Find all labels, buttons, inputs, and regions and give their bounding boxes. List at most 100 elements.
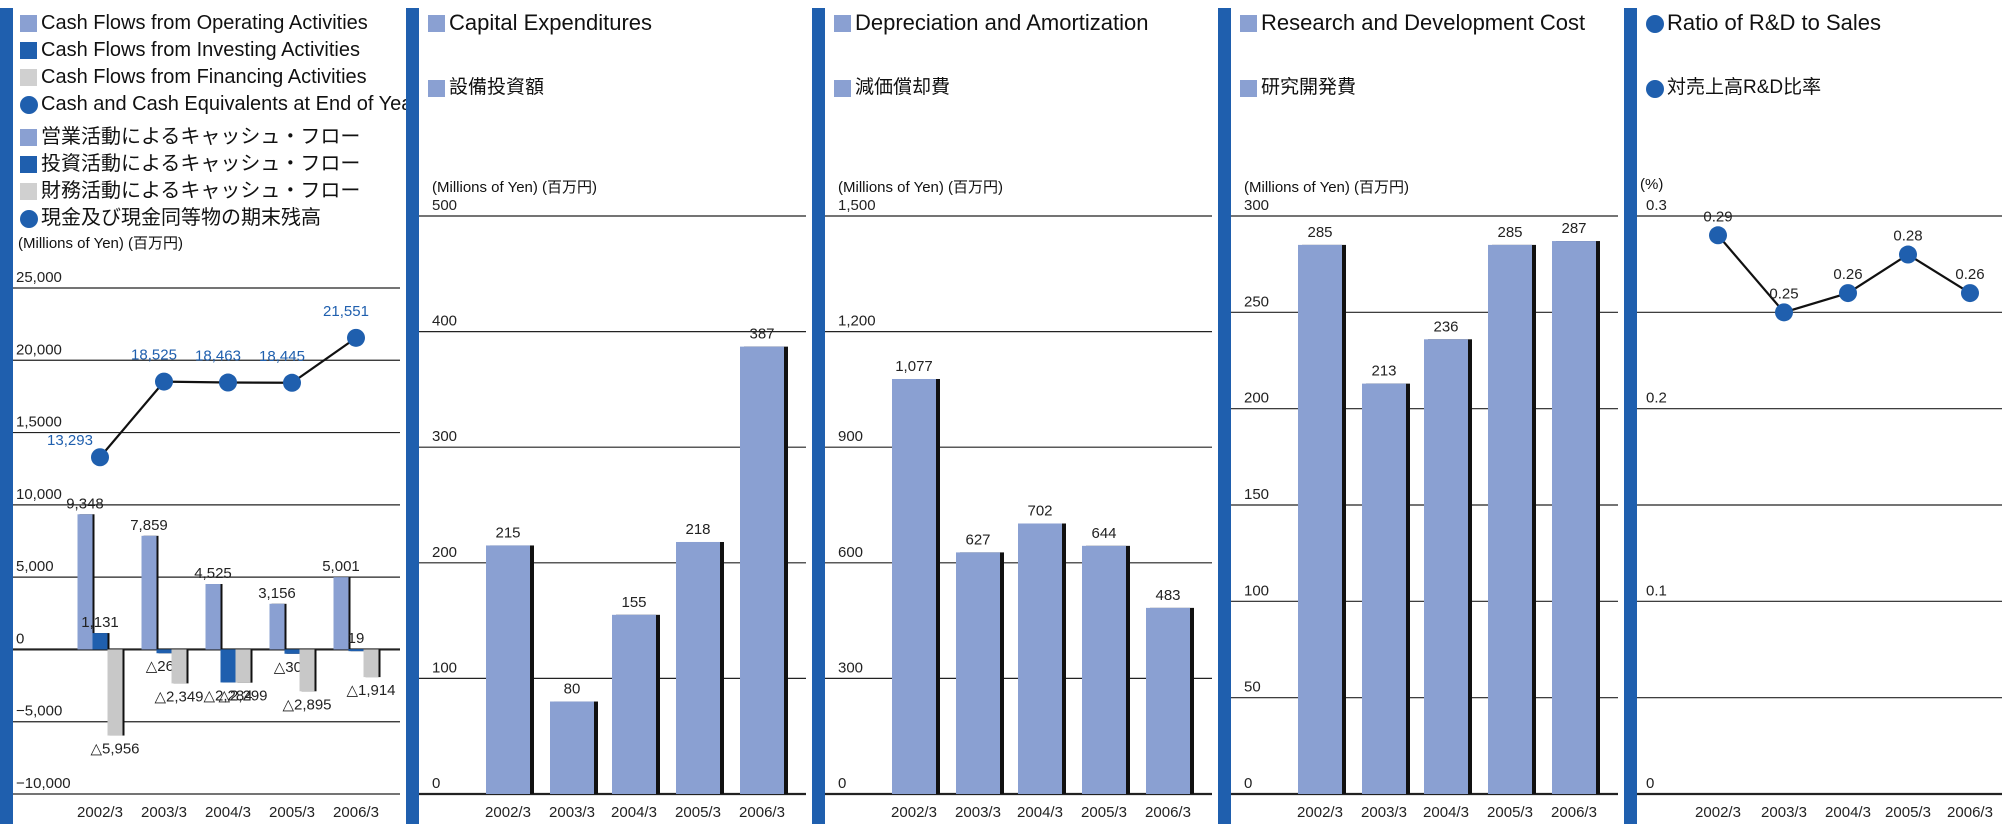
y-tick-label: 1,200 [838,313,876,330]
bar [676,541,720,794]
legend-swatch [20,15,37,32]
legend-swatch [428,15,445,32]
legend-dot [1646,80,1664,98]
y-tick-label: −10,000 [16,775,71,792]
en-legend-item: Cash Flows from Operating Activities [20,10,419,37]
legend-label: Cash Flows from Operating Activities [41,12,368,34]
ratio-chart: 0 0.1 0.2 0.3 0.29 0.25 0.26 0.28 0.26 2002/3 2003… [1637,197,2002,821]
legend-swatch [1240,80,1257,97]
legend-label: 投資活動によるキャッシュ・フロー [41,153,361,175]
x-tick-label: 2005/3 [1885,804,1931,821]
legend-label: 現金及び現金同等物の期末残高 [41,207,321,229]
data-label: 702 [1027,502,1052,519]
capex-panel: Capital Expenditures 設備投資額 (Millions of … [406,0,812,824]
y-tick-label: 100 [432,659,457,676]
bar [77,514,93,650]
bar [1018,523,1062,794]
legend-swatch [428,80,445,97]
data-point [1775,303,1793,322]
data-label: 80 [564,681,581,698]
bar [956,552,1000,794]
bar [333,577,349,650]
data-label: 627 [965,531,990,548]
y-tick-label: 0 [838,775,846,792]
bar [156,649,172,654]
y-tick-label: 0.2 [1646,390,1667,407]
y-tick-label: 300 [838,659,863,676]
data-label: 21,551 [323,303,369,320]
x-tick-label: 2003/3 [141,804,187,821]
data-label: 218 [685,521,710,538]
data-point [1839,284,1857,303]
x-tick-label: 2004/3 [1017,804,1063,821]
data-point [283,373,301,392]
y-tick-label: 10,000 [16,486,62,503]
bar [284,649,300,654]
data-label: 213 [1371,363,1396,380]
data-label: 5,001 [322,558,360,575]
ratio-title: Ratio of R&D to Sales [1646,10,1881,36]
legend-swatch [20,129,37,146]
ja-legend-item: 投資活動によるキャッシュ・フロー [20,151,419,178]
capex-unit-label: (Millions of Yen) (百万円) [432,179,598,196]
data-label: △2,895 [282,696,331,713]
en-legend-item: Cash and Cash Equivalents at End of Year [20,91,419,118]
bar [1298,244,1342,794]
y-tick-label: 200 [1244,390,1269,407]
bar [235,649,251,683]
y-tick-label: −5,000 [16,703,62,720]
x-tick-label: 2002/3 [485,804,531,821]
x-tick-label: 2005/3 [1487,804,1533,821]
y-tick-label: 1,5000 [16,414,62,431]
depreciation-title: Depreciation and Amortization [834,10,1149,36]
ratio-panel: Ratio of R&D to Sales 対売上高R&D比率 (%) 0 0.1… [1624,0,2002,824]
capex-title-ja: 設備投資額 [428,75,544,101]
accent-bar [1624,8,1634,824]
data-label: 483 [1155,587,1180,604]
en-legend-item: Cash Flows from Financing Activities [20,64,419,91]
accent-line [10,8,13,824]
data-label: 285 [1307,224,1332,241]
x-tick-label: 2006/3 [333,804,379,821]
data-label: 19 [348,630,365,647]
data-label: 7,859 [130,517,168,534]
bar [363,649,379,678]
data-label: 18,445 [259,348,305,365]
bar [299,649,315,692]
x-tick-label: 2003/3 [549,804,595,821]
rnd-panel: Research and Development Cost 研究開発費 (Mil… [1218,0,1624,824]
accent-bar [406,8,416,824]
bar [220,649,236,683]
x-tick-label: 2004/3 [205,804,251,821]
data-label: 3,156 [258,585,296,602]
legend-swatch [20,156,37,173]
data-point [347,328,365,347]
x-tick-label: 2006/3 [1551,804,1597,821]
data-label: 1,077 [895,358,933,375]
rnd-unit-label: (Millions of Yen) (百万円) [1244,179,1410,196]
data-point [91,448,109,467]
x-tick-label: 2004/3 [1423,804,1469,821]
data-label: 18,525 [131,347,177,364]
bar [612,614,656,794]
legend-swatch [1240,15,1257,32]
bar [1552,241,1596,795]
bar [1362,383,1406,794]
x-tick-label: 2003/3 [1361,804,1407,821]
data-label: 0.25 [1769,285,1798,302]
data-label: 287 [1561,220,1586,237]
data-point [1961,284,1979,303]
bar [550,701,594,794]
y-tick-label: 200 [432,544,457,561]
accent-bar [1218,8,1228,824]
cashflow-chart: 25,000 20,000 1,5000 10,000 5,000 0 −5,000 −10,… [13,269,400,821]
data-label: 155 [621,594,646,611]
data-label: 0.28 [1893,228,1922,245]
bar [348,649,364,652]
x-tick-label: 2004/3 [1825,804,1871,821]
y-tick-label: 900 [838,428,863,445]
x-tick-label: 2005/3 [675,804,721,821]
x-tick-label: 2002/3 [891,804,937,821]
ratio-unit-label: (%) [1640,176,1664,193]
rnd-chart: 0 50 100 150 200 250 300 285 213 236 285 287 2002/3 2… [1231,197,1618,821]
